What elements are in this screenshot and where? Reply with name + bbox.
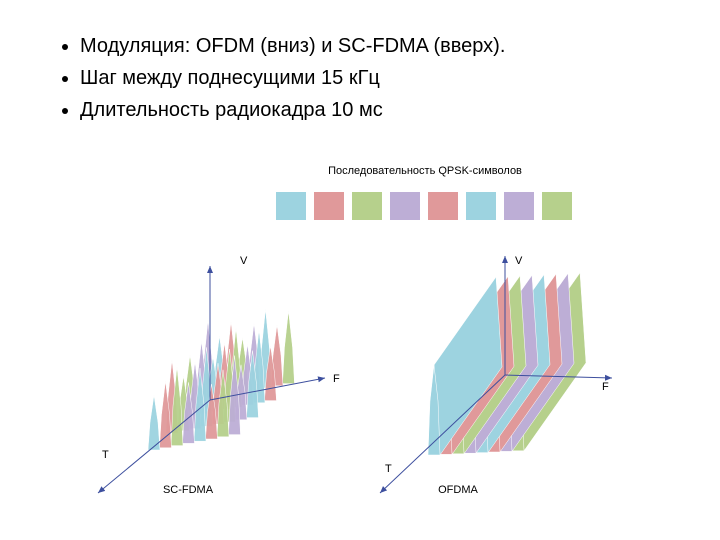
qpsk-symbol [542,192,572,220]
bullet: Длительность радиокадра 10 мс [80,94,505,126]
qpsk-symbol [314,192,344,220]
ofdma-plot [427,272,587,456]
axis-label: T [102,449,109,461]
axis-label: F [333,373,340,385]
bullet: Модуляция: OFDM (вниз) и SC-FDMA (вверх)… [80,30,505,62]
axis-label: V [240,255,248,267]
subcarrier-peak [193,368,207,442]
axis-label: V [515,255,523,267]
sequence-label: Последовательность QPSK-символов [328,165,522,177]
subcarrier-peak [159,380,172,449]
sc-fdma-plot [147,308,295,451]
qpsk-symbol [352,192,382,220]
axis [97,399,211,494]
subcarrier-peak [282,310,295,384]
subcarrier-front [427,364,441,456]
bullet-list: Модуляция: OFDM (вниз) и SC-FDMA (вверх)… [40,30,505,126]
subcarrier-peak [147,394,161,451]
qpsk-symbol [466,192,496,220]
axis [209,376,326,401]
plot-label: OFDMA [438,484,478,496]
subcarrier-peak [205,383,218,440]
qpsk-symbol [428,192,458,220]
subcarrier-peak [264,345,277,401]
subcarrier-peak [246,350,259,418]
qpsk-symbol [390,192,420,220]
plot-label: SC-FDMA [163,484,214,496]
subcarrier-peak [182,382,195,444]
symbol-row [276,192,572,220]
axis-label: F [602,381,609,393]
qpsk-symbol [276,192,306,220]
subcarrier-peak [216,369,230,438]
axis [379,374,506,494]
bullet: Шаг между поднесущими 15 кГц [80,62,505,94]
qpsk-symbol [504,192,534,220]
subcarrier-peak [170,366,184,446]
axis-label: T [385,463,392,475]
axis [504,374,613,381]
